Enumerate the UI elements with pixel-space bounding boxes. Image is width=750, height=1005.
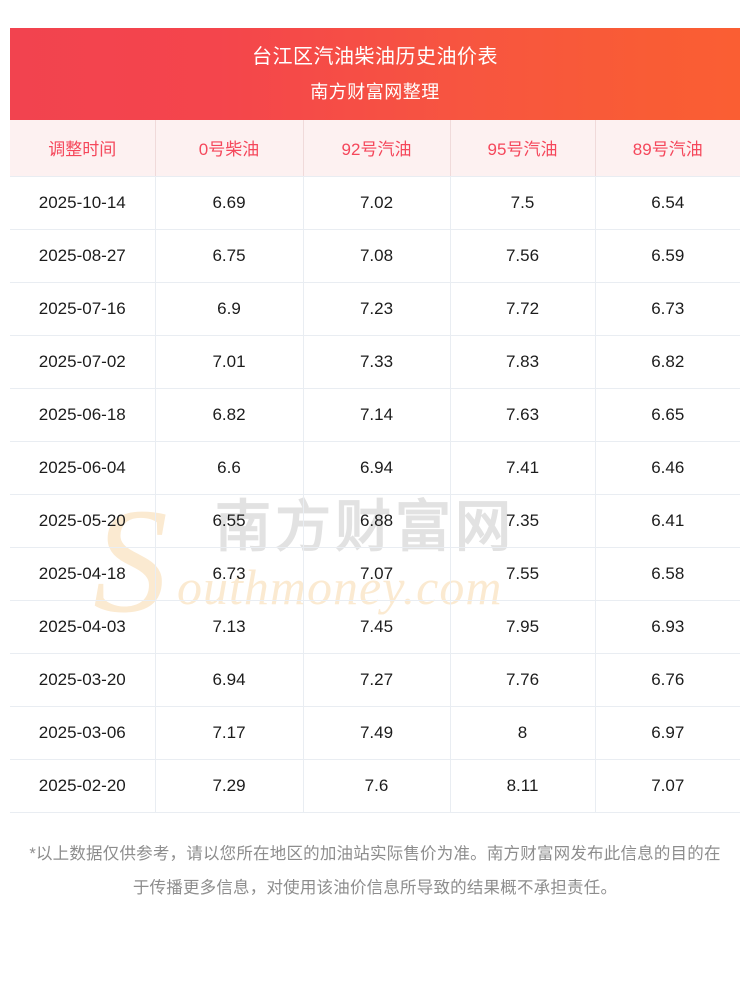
cell-gas-92: 7.14 [303,388,451,442]
cell-date: 2025-05-20 [10,494,156,548]
cell-gas-95: 7.5 [450,176,596,230]
table-row: 2025-07-02 7.01 7.33 7.83 6.82 [10,335,740,389]
column-header-gas-95: 95号汽油 [450,120,596,177]
table-body: 2025-10-14 6.69 7.02 7.5 6.54 2025-08-27… [10,176,740,813]
cell-diesel-0: 7.13 [155,600,304,654]
cell-gas-89: 6.97 [595,706,740,760]
cell-gas-89: 6.65 [595,388,740,442]
cell-gas-89: 6.82 [595,335,740,389]
table-row: 2025-03-20 6.94 7.27 7.76 6.76 [10,653,740,707]
cell-gas-89: 6.59 [595,229,740,283]
cell-gas-95: 7.63 [450,388,596,442]
cell-gas-92: 7.49 [303,706,451,760]
cell-date: 2025-04-18 [10,547,156,601]
cell-gas-95: 7.72 [450,282,596,336]
table-row: 2025-04-03 7.13 7.45 7.95 6.93 [10,600,740,654]
cell-date: 2025-07-16 [10,282,156,336]
table-header-row: 调整时间 0号柴油 92号汽油 95号汽油 89号汽油 [10,120,740,177]
column-header-gas-89: 89号汽油 [595,120,740,177]
cell-gas-95: 7.76 [450,653,596,707]
cell-gas-89: 6.76 [595,653,740,707]
cell-gas-89: 6.41 [595,494,740,548]
cell-gas-95: 7.95 [450,600,596,654]
page-subtitle: 南方财富网整理 [310,82,440,102]
oil-price-table: 调整时间 0号柴油 92号汽油 95号汽油 89号汽油 2025-10-14 6… [10,120,740,813]
table-row: 2025-10-14 6.69 7.02 7.5 6.54 [10,176,740,230]
table-row: 2025-04-18 6.73 7.07 7.55 6.58 [10,547,740,601]
table-row: 2025-07-16 6.9 7.23 7.72 6.73 [10,282,740,336]
column-header-diesel-0: 0号柴油 [155,120,304,177]
cell-gas-92: 7.27 [303,653,451,707]
cell-gas-92: 7.45 [303,600,451,654]
cell-diesel-0: 6.9 [155,282,304,336]
cell-gas-92: 7.08 [303,229,451,283]
disclaimer-text: *以上数据仅供参考，请以您所在地区的加油站实际售价为准。南方财富网发布此信息的目… [29,844,721,897]
cell-gas-89: 6.54 [595,176,740,230]
cell-diesel-0: 6.94 [155,653,304,707]
cell-gas-92: 6.88 [303,494,451,548]
cell-date: 2025-06-04 [10,441,156,495]
table-row: 2025-06-04 6.6 6.94 7.41 6.46 [10,441,740,495]
cell-gas-89: 6.73 [595,282,740,336]
cell-gas-92: 6.94 [303,441,451,495]
cell-gas-92: 7.07 [303,547,451,601]
cell-diesel-0: 6.73 [155,547,304,601]
cell-diesel-0: 6.6 [155,441,304,495]
cell-diesel-0: 6.82 [155,388,304,442]
page-title: 台江区汽油柴油历史油价表 [252,46,498,68]
table-row: 2025-05-20 6.55 6.88 7.35 6.41 [10,494,740,548]
cell-gas-89: 6.93 [595,600,740,654]
cell-diesel-0: 7.17 [155,706,304,760]
column-header-date: 调整时间 [10,120,156,177]
cell-gas-92: 7.02 [303,176,451,230]
cell-gas-89: 6.46 [595,441,740,495]
cell-gas-95: 8.11 [450,759,596,813]
cell-diesel-0: 6.75 [155,229,304,283]
table-row: 2025-06-18 6.82 7.14 7.63 6.65 [10,388,740,442]
cell-gas-95: 7.35 [450,494,596,548]
cell-gas-92: 7.33 [303,335,451,389]
cell-date: 2025-02-20 [10,759,156,813]
cell-date: 2025-03-20 [10,653,156,707]
cell-date: 2025-06-18 [10,388,156,442]
column-header-gas-92: 92号汽油 [303,120,451,177]
table-row: 2025-08-27 6.75 7.08 7.56 6.59 [10,229,740,283]
cell-diesel-0: 7.29 [155,759,304,813]
cell-gas-92: 7.23 [303,282,451,336]
oil-price-page: 台江区汽油柴油历史油价表 南方财富网整理 S 南方财富网 outhmoney.c… [0,28,750,1005]
cell-gas-95: 8 [450,706,596,760]
cell-gas-92: 7.6 [303,759,451,813]
cell-diesel-0: 6.55 [155,494,304,548]
cell-date: 2025-03-06 [10,706,156,760]
cell-gas-95: 7.56 [450,229,596,283]
cell-gas-89: 7.07 [595,759,740,813]
cell-date: 2025-08-27 [10,229,156,283]
cell-date: 2025-07-02 [10,335,156,389]
cell-diesel-0: 6.69 [155,176,304,230]
cell-date: 2025-04-03 [10,600,156,654]
cell-gas-95: 7.55 [450,547,596,601]
page-banner: 台江区汽油柴油历史油价表 南方财富网整理 [10,28,740,120]
price-table-wrapper: S 南方财富网 outhmoney.com 调整时间 0号柴油 92号汽油 95… [10,120,740,813]
table-row: 2025-03-06 7.17 7.49 8 6.97 [10,706,740,760]
cell-date: 2025-10-14 [10,176,156,230]
cell-diesel-0: 7.01 [155,335,304,389]
table-row: 2025-02-20 7.29 7.6 8.11 7.07 [10,759,740,813]
cell-gas-95: 7.83 [450,335,596,389]
cell-gas-89: 6.58 [595,547,740,601]
table-header: 调整时间 0号柴油 92号汽油 95号汽油 89号汽油 [10,120,740,177]
cell-gas-95: 7.41 [450,441,596,495]
